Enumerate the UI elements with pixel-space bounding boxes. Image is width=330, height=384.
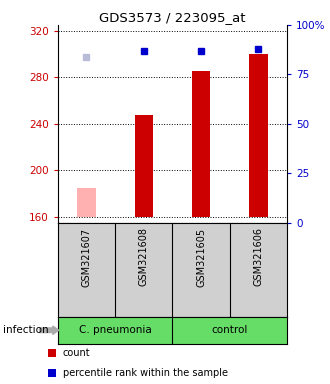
Text: GSM321606: GSM321606 xyxy=(253,227,263,286)
Bar xyxy=(135,114,153,217)
Bar xyxy=(249,54,268,217)
Text: control: control xyxy=(212,325,248,335)
Text: GSM321608: GSM321608 xyxy=(139,227,149,286)
Bar xyxy=(173,317,287,344)
Bar xyxy=(77,188,96,217)
Text: percentile rank within the sample: percentile rank within the sample xyxy=(63,368,228,378)
Title: GDS3573 / 223095_at: GDS3573 / 223095_at xyxy=(99,11,246,24)
Text: GSM321607: GSM321607 xyxy=(82,227,91,286)
Text: C. pneumonia: C. pneumonia xyxy=(79,325,151,335)
Text: infection: infection xyxy=(3,325,49,335)
Bar xyxy=(58,317,173,344)
Text: GSM321605: GSM321605 xyxy=(196,227,206,286)
Bar xyxy=(192,71,210,217)
Text: count: count xyxy=(63,348,90,358)
